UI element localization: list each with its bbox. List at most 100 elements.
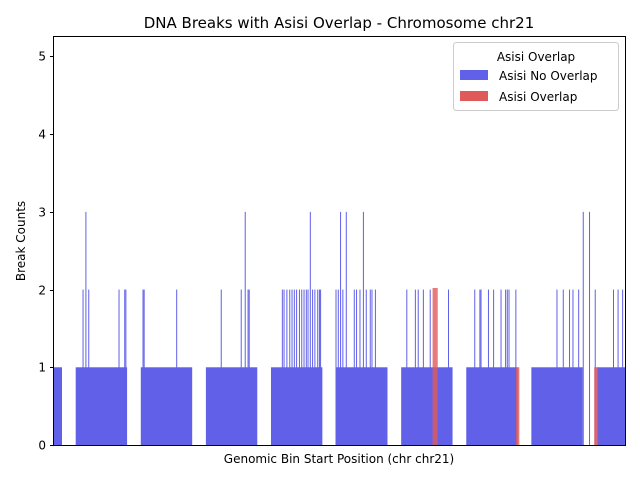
bar-no-overlap-spike	[474, 289, 476, 445]
bar-no-overlap-spike	[556, 289, 558, 445]
bar-no-overlap-spike	[562, 289, 564, 445]
legend: Asisi Overlap Asisi No Overlap Asisi Ove…	[453, 42, 619, 111]
bar-no-overlap-spike	[505, 289, 507, 445]
y-tick-label: 4	[38, 128, 46, 142]
bar-no-overlap-spike	[365, 289, 367, 445]
bar-no-overlap-spike	[85, 211, 87, 445]
bar-no-overlap-spike	[589, 211, 591, 445]
plot-area	[54, 211, 625, 445]
y-tick-label: 2	[38, 284, 46, 298]
bar-no-overlap-spike	[305, 289, 307, 445]
bar-overlap	[432, 288, 438, 445]
bar-no-overlap-spike	[345, 211, 347, 445]
bar-no-overlap-spike	[359, 289, 361, 445]
bar-no-overlap-spike	[414, 289, 416, 445]
bar-no-overlap-spike	[82, 289, 84, 445]
bar-no-overlap-spike	[176, 289, 178, 445]
bar-no-overlap-spike	[356, 289, 358, 445]
bar-no-overlap-spike	[312, 289, 314, 445]
bar-no-overlap-spike	[244, 211, 246, 445]
bar-no-overlap-spike	[362, 211, 364, 445]
bar-no-overlap-spike	[582, 211, 584, 445]
x-axis-label: Genomic Bin Start Position (chr chr21)	[224, 452, 454, 466]
bar-no-overlap-spike	[353, 289, 355, 445]
bar-no-overlap-spike	[318, 289, 320, 445]
bar-no-overlap-spike	[508, 289, 510, 445]
y-axis: 0 1 2 3 4 5	[38, 50, 54, 453]
bar-no-overlap-spike	[515, 289, 517, 445]
bar-no-overlap-spike	[248, 289, 250, 445]
bar-no-overlap-spike	[309, 211, 311, 445]
bar-no-overlap-spike	[307, 289, 309, 445]
bar-no-overlap-spike	[317, 289, 319, 445]
bar-no-overlap	[140, 367, 193, 445]
bar-no-overlap-spike	[314, 289, 316, 445]
bar-no-overlap-spike	[613, 289, 615, 445]
bar-no-overlap-spike	[303, 289, 305, 445]
legend-box	[453, 42, 619, 111]
legend-swatch-no-overlap	[460, 70, 488, 80]
bar-no-overlap-spike	[569, 289, 571, 445]
bar-no-overlap-spike	[371, 289, 373, 445]
bar-no-overlap	[401, 367, 453, 445]
bar-no-overlap-spike	[289, 289, 291, 445]
bar-no-overlap-spike	[406, 289, 408, 445]
bar-no-overlap-spike	[296, 289, 298, 445]
bar-no-overlap-spike	[374, 289, 376, 445]
bar-no-overlap-spike	[320, 289, 322, 445]
bar-no-overlap	[596, 367, 625, 445]
bar-no-overlap-spike	[429, 289, 431, 445]
bar-no-overlap-spike	[369, 289, 371, 445]
bar-no-overlap-spike	[500, 289, 502, 445]
legend-label-no-overlap: Asisi No Overlap	[499, 69, 598, 83]
bar-no-overlap-spike	[340, 211, 342, 445]
y-tick-label: 3	[38, 206, 46, 220]
bar-no-overlap-spike	[342, 289, 344, 445]
bar-no-overlap-spike	[125, 289, 127, 445]
bar-no-overlap-spike	[220, 289, 222, 445]
plot-frame	[53, 36, 626, 446]
legend-label-overlap: Asisi Overlap	[499, 90, 577, 104]
bar-no-overlap-spike	[422, 289, 424, 445]
bar-no-overlap-spike	[622, 289, 624, 445]
legend-title: Asisi Overlap	[497, 50, 575, 64]
bar-no-overlap-spike	[572, 289, 574, 445]
bar-no-overlap-spike	[298, 289, 300, 445]
bar-no-overlap-spike	[283, 289, 285, 445]
bar-no-overlap-spike	[447, 289, 449, 445]
bar-no-overlap-spike	[417, 289, 419, 445]
bar-no-overlap-spike	[124, 289, 126, 445]
bar-no-overlap-spike	[493, 289, 495, 445]
bar-no-overlap-spike	[240, 289, 242, 445]
bar-no-overlap-spike	[337, 289, 339, 445]
bar-no-overlap-spike	[301, 289, 303, 445]
bar-no-overlap-spike	[286, 289, 288, 445]
bar-no-overlap	[75, 367, 128, 445]
chart-title: DNA Breaks with Asisi Overlap - Chromoso…	[144, 14, 535, 32]
bar-no-overlap-spike	[617, 289, 619, 445]
bar-no-overlap-spike	[281, 289, 283, 445]
bar-overlap	[515, 367, 520, 445]
bar-no-overlap-spike	[506, 289, 508, 445]
y-tick-label: 5	[38, 50, 46, 64]
bar-overlap	[594, 367, 599, 445]
legend-swatch-overlap	[460, 91, 488, 101]
y-tick-label: 0	[38, 439, 46, 453]
bar-no-overlap-spike	[293, 289, 295, 445]
bar-no-overlap-spike	[291, 289, 293, 445]
bar-no-overlap-spike	[143, 289, 145, 445]
bar-no-overlap-spike	[118, 289, 120, 445]
y-axis-label: Break Counts	[14, 201, 28, 281]
bar-no-overlap	[466, 367, 518, 445]
bar-no-overlap-spike	[578, 289, 580, 445]
bar-no-overlap-spike	[479, 289, 481, 445]
bar-no-overlap-spike	[88, 289, 90, 445]
y-tick-label: 1	[38, 361, 46, 375]
bar-no-overlap	[336, 367, 388, 445]
bar-no-overlap	[54, 367, 62, 445]
bar-no-overlap-spike	[335, 289, 337, 445]
bar-no-overlap-spike	[247, 289, 249, 445]
bar-no-overlap-spike	[480, 289, 482, 445]
bar-no-overlap-spike	[142, 289, 144, 445]
